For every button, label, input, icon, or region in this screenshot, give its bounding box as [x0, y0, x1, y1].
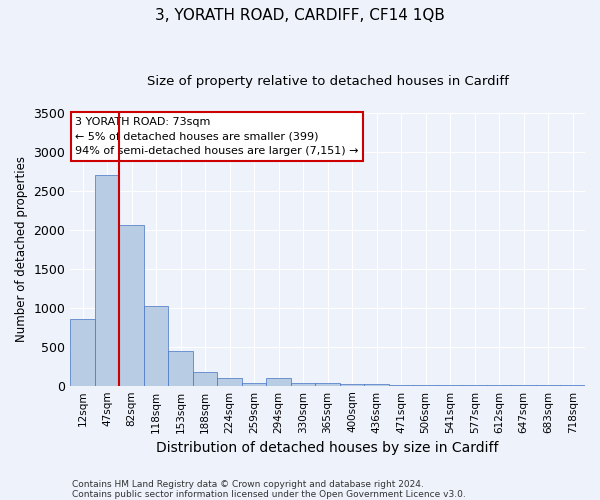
Text: Contains HM Land Registry data © Crown copyright and database right 2024.: Contains HM Land Registry data © Crown c… — [72, 480, 424, 489]
Y-axis label: Number of detached properties: Number of detached properties — [15, 156, 28, 342]
Bar — [169, 350, 193, 386]
Title: Size of property relative to detached houses in Cardiff: Size of property relative to detached ho… — [147, 75, 509, 88]
X-axis label: Distribution of detached houses by size in Cardiff: Distribution of detached houses by size … — [157, 441, 499, 455]
Bar — [70, 320, 95, 386]
Text: Contains public sector information licensed under the Open Government Licence v3: Contains public sector information licen… — [72, 490, 466, 499]
Bar — [95, 175, 119, 386]
Bar — [242, 382, 266, 386]
Bar — [340, 384, 364, 386]
Bar — [144, 306, 169, 386]
Bar — [438, 385, 463, 386]
Bar — [193, 372, 217, 386]
Bar — [463, 385, 487, 386]
Text: 3 YORATH ROAD: 73sqm
← 5% of detached houses are smaller (399)
94% of semi-detac: 3 YORATH ROAD: 73sqm ← 5% of detached ho… — [76, 117, 359, 156]
Bar — [316, 384, 340, 386]
Bar — [413, 385, 438, 386]
Bar — [217, 378, 242, 386]
Bar — [266, 378, 291, 386]
Bar — [119, 225, 144, 386]
Bar — [389, 384, 413, 386]
Bar — [291, 382, 316, 386]
Bar — [364, 384, 389, 386]
Text: 3, YORATH ROAD, CARDIFF, CF14 1QB: 3, YORATH ROAD, CARDIFF, CF14 1QB — [155, 8, 445, 22]
